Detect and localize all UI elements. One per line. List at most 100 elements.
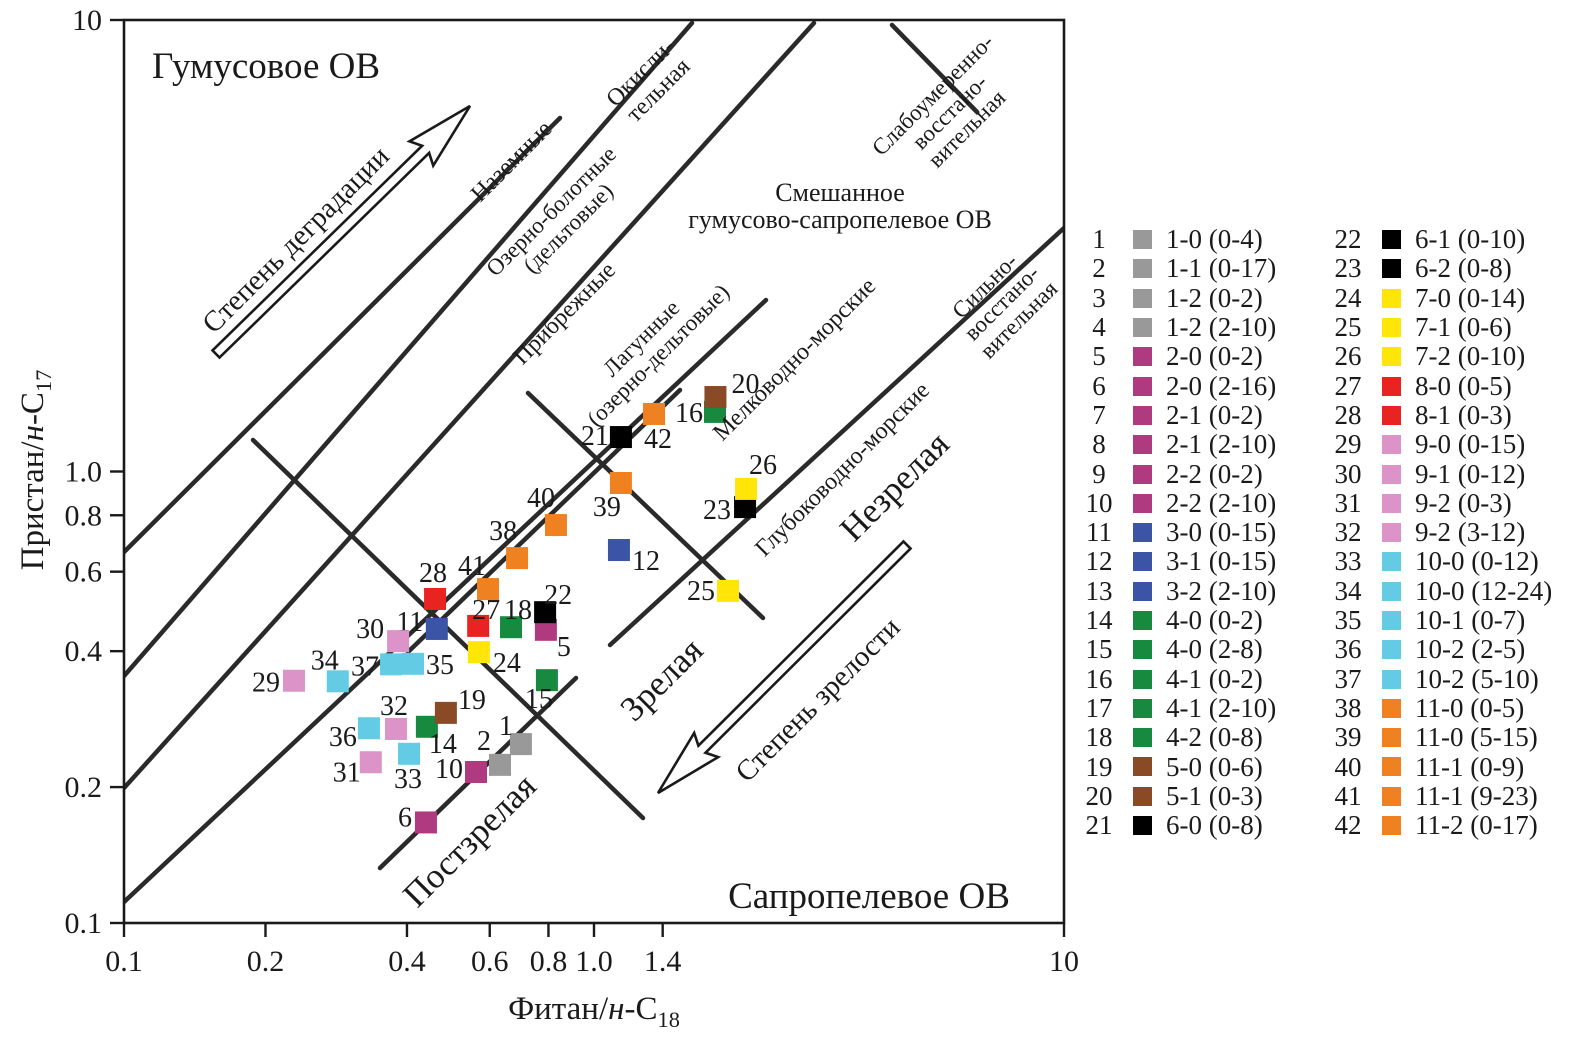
legend-entry-14: 14 4-0 (0-2) bbox=[1081, 605, 1276, 636]
legend-entry-label: 11-0 (5-15) bbox=[1415, 722, 1538, 753]
legend-entry-number: 38 bbox=[1334, 692, 1362, 723]
legend-entry-20: 20 5-1 (0-3) bbox=[1081, 780, 1276, 811]
legend-entry-label: 8-1 (0-3) bbox=[1415, 399, 1512, 430]
data-point-12 bbox=[607, 539, 630, 562]
x-axis-title-text: Фитан/ bbox=[508, 991, 609, 1028]
legend-swatch-gray bbox=[1133, 259, 1152, 279]
legend-entry-label: 6-0 (0-8) bbox=[1166, 810, 1263, 841]
y-axis-title-text: Пристан/ bbox=[15, 441, 52, 571]
y-tick-label-10: 10 bbox=[72, 4, 102, 37]
data-point-label-31: 31 bbox=[333, 757, 361, 788]
legend-column-2: 22 6-1 (0-10) 23 6-2 (0-8) 24 7-0 (0-14) 25 7-1… bbox=[1330, 224, 1553, 840]
x-axis-ticks: 0.1 0.2 0.4 0.6 0.8 1.0 1.4 10 bbox=[105, 923, 1079, 978]
legend-entry-5: 5 2-0 (0-2) bbox=[1081, 341, 1276, 372]
legend-entry-number: 15 bbox=[1085, 634, 1113, 665]
legend-entry-number: 4 bbox=[1092, 312, 1106, 343]
zone-line-8 bbox=[889, 22, 980, 115]
legend-entry-number: 25 bbox=[1334, 312, 1362, 343]
legend-entry-22: 22 6-1 (0-10) bbox=[1330, 224, 1552, 254]
legend-entry-number: 5 bbox=[1092, 341, 1106, 372]
data-point-27 bbox=[467, 614, 490, 637]
zone-line-3 bbox=[124, 20, 817, 791]
legend-entry-number: 30 bbox=[1334, 458, 1362, 489]
data-point-33 bbox=[397, 742, 420, 765]
legend-swatch-yellow bbox=[1382, 318, 1401, 338]
legend-entry-36: 36 10-2 (2-5) bbox=[1330, 634, 1552, 664]
legend-entry-number: 8 bbox=[1092, 429, 1106, 460]
legend-entry-33: 33 10-0 (0-12) bbox=[1330, 546, 1552, 576]
data-point-label-32: 32 bbox=[380, 691, 408, 722]
legend-entry-label: 4-1 (0-2) bbox=[1166, 663, 1263, 694]
legend-entry-number: 21 bbox=[1085, 810, 1113, 841]
x-tick-label-0.2: 0.2 bbox=[247, 945, 285, 978]
legend-entry-28: 28 8-1 (0-3) bbox=[1330, 399, 1552, 430]
legend-entry-29: 29 9-0 (0-15) bbox=[1330, 429, 1552, 459]
legend-entry-label: 4-0 (0-2) bbox=[1166, 605, 1263, 636]
x-tick-label-10: 10 bbox=[1049, 945, 1079, 978]
data-point-23 bbox=[734, 496, 757, 519]
legend-entry-26: 26 7-2 (0-10) bbox=[1330, 341, 1552, 371]
legend-swatch-green bbox=[1133, 640, 1152, 660]
x-tick-label-1.0: 1.0 bbox=[575, 945, 613, 978]
legend-entry-10: 10 2-2 (2-10) bbox=[1081, 488, 1277, 518]
data-point-label-42: 42 bbox=[644, 424, 672, 455]
legend-entry-label: 3-0 (0-15) bbox=[1166, 517, 1277, 548]
y-tick-label-0.1: 0.1 bbox=[65, 907, 103, 940]
data-point-label-33: 33 bbox=[394, 764, 422, 795]
y-tick-label-0.2: 0.2 bbox=[65, 771, 103, 804]
legend-entry-30: 30 9-1 (0-12) bbox=[1330, 458, 1552, 489]
legend-entry-6: 6 2-0 (2-16) bbox=[1081, 371, 1276, 401]
legend-entry-label: 8-0 (0-5) bbox=[1415, 370, 1512, 401]
legend-swatch-green bbox=[1133, 611, 1152, 630]
humus-om-label-line-1: Гумусовое ОВ bbox=[151, 45, 381, 87]
legend-swatch-cyan bbox=[1382, 669, 1401, 689]
legend-entry-label: 2-0 (0-2) bbox=[1166, 341, 1263, 372]
legend-swatch-gray bbox=[1133, 230, 1152, 250]
legend-entry-label: 11-1 (0-9) bbox=[1415, 751, 1525, 782]
legend-swatch-magenta bbox=[1133, 347, 1152, 367]
legend-entry-21: 21 6-0 (0-8) bbox=[1081, 810, 1276, 841]
legend-entry-number: 1 bbox=[1092, 224, 1106, 255]
legend-swatch-black bbox=[1382, 230, 1401, 250]
legend-entry-38: 38 11-0 (0-5) bbox=[1330, 692, 1552, 723]
legend-entry-label: 10-0 (12-24) bbox=[1415, 575, 1553, 606]
legend-swatch-red bbox=[1382, 405, 1401, 425]
data-point-label-20: 20 bbox=[731, 369, 759, 400]
x-tick-label-1.4: 1.4 bbox=[644, 945, 682, 978]
zone-line-10 bbox=[250, 437, 646, 821]
degradation-arrow bbox=[210, 104, 472, 360]
data-point-10 bbox=[465, 760, 488, 783]
legend-swatch-magenta bbox=[1133, 435, 1152, 455]
legend-swatch-yellow bbox=[1382, 347, 1401, 367]
legend-entry-13: 13 3-2 (2-10) bbox=[1081, 575, 1277, 606]
x-tick-label-0.4: 0.4 bbox=[388, 945, 426, 978]
legend-entry-number: 13 bbox=[1085, 575, 1113, 606]
legend-swatch-orange bbox=[1382, 786, 1401, 806]
legend-entry-17: 17 4-1 (2-10) bbox=[1081, 693, 1277, 723]
legend-entry-label: 1-2 (0-2) bbox=[1166, 282, 1263, 313]
legend-swatch-black bbox=[1382, 259, 1401, 279]
data-point-label-24: 24 bbox=[493, 648, 521, 679]
legend-entry-31: 31 9-2 (0-3) bbox=[1330, 488, 1552, 518]
data-point-label-21: 21 bbox=[581, 421, 609, 452]
legend-entry-label: 11-0 (0-5) bbox=[1415, 692, 1525, 723]
data-point-6 bbox=[414, 811, 437, 834]
legend-entry-label: 5-1 (0-3) bbox=[1166, 780, 1263, 811]
data-point-label-22: 22 bbox=[544, 580, 572, 611]
legend-entry-34: 34 10-0 (12-24) bbox=[1330, 575, 1553, 606]
y-tick-label-1.0: 1.0 bbox=[65, 456, 103, 489]
data-point-18 bbox=[500, 616, 523, 639]
data-point-5 bbox=[534, 618, 557, 641]
legend-entry-23: 23 6-2 (0-8) bbox=[1330, 253, 1552, 283]
data-point-41 bbox=[477, 578, 500, 601]
legend-swatch-gray bbox=[1133, 318, 1152, 338]
data-point-25 bbox=[717, 579, 740, 602]
legend-entry-number: 20 bbox=[1085, 780, 1113, 811]
data-point-30 bbox=[387, 630, 410, 653]
mixed-om-label-line-1: Смешанное bbox=[775, 177, 905, 207]
data-point-14 bbox=[415, 715, 438, 738]
data-point-label-29: 29 bbox=[252, 668, 280, 699]
legend-entry-24: 24 7-0 (0-14) bbox=[1330, 283, 1552, 313]
legend-entry-label: 11-1 (9-23) bbox=[1415, 780, 1538, 811]
